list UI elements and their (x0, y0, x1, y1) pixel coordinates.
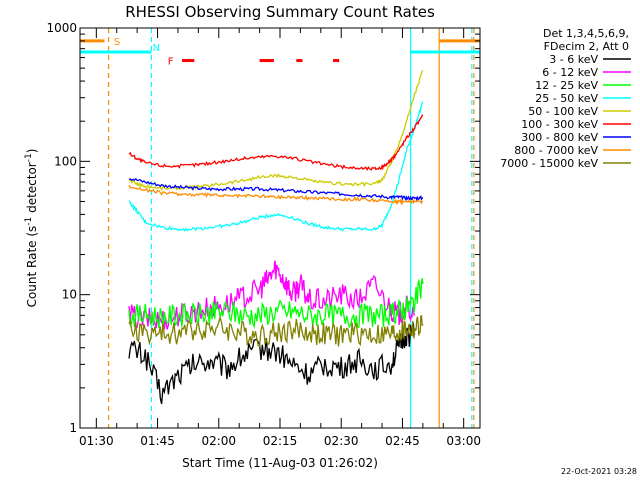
legend-label-1: 3 - 6 keV (549, 53, 598, 66)
axes: 1 10 100 1000 01:30 01:45 02:00 02:15 02:30 02:45… (46, 21, 481, 448)
y-axis-label-mid: detector (25, 162, 39, 217)
chart-title: RHESSI Observing Summary Count Rates (125, 3, 435, 21)
x-tick-label: 02:15 (263, 434, 298, 448)
legend-label-5: 50 - 100 keV (528, 105, 598, 118)
series-line-3 (128, 278, 424, 329)
legend-header-line-2: FDecim 2, Att 0 (544, 40, 629, 53)
y-tick-label: 1000 (46, 21, 77, 35)
series-line-8 (128, 184, 423, 206)
x-tick-label: 02:00 (201, 434, 236, 448)
series-line-1 (128, 322, 416, 405)
y-axis-label: Count Rate (s-1 detector-1) (24, 149, 39, 308)
y-axis-label-sup2: -1 (24, 153, 34, 162)
x-axis-label: Start Time (11-Aug-03 01:26:02) (182, 456, 378, 470)
legend-label-4: 25 - 50 keV (535, 92, 598, 105)
legend-label-8: 800 - 7000 keV (514, 144, 598, 157)
x-tick-label: 01:45 (140, 434, 175, 448)
legend-label-9: 7000 - 15000 keV (500, 157, 598, 170)
y-tick-label: 10 (62, 288, 77, 302)
y-axis-label-main: Count Rate (s (25, 226, 39, 308)
legend-header-line-1: Det 1,3,4,5,6,9, (543, 27, 629, 40)
generation-timestamp: 22-Oct-2021 03:28 (561, 467, 637, 476)
x-tick-label: 02:45 (385, 434, 420, 448)
legend-label-7: 300 - 800 keV (521, 131, 598, 144)
legend-label-6: 100 - 300 keV (521, 118, 598, 131)
y-tick-label: 100 (54, 154, 77, 168)
y-tick-label: 1 (69, 421, 77, 435)
y-axis-label-close: ) (25, 149, 39, 154)
s-annotation-label: S (114, 37, 120, 48)
f-annotation-label: F (168, 57, 174, 68)
series-line-5 (128, 70, 424, 192)
n-annotation-label: N (153, 43, 160, 54)
x-tick-label: 02:30 (324, 434, 359, 448)
x-tick-label: 03:00 (446, 434, 481, 448)
plot-frame (79, 27, 481, 429)
series-line-6 (128, 113, 424, 172)
series-line-9 (128, 315, 424, 348)
legend-label-2: 6 - 12 keV (542, 66, 598, 79)
legend-label-3: 12 - 25 keV (535, 79, 598, 92)
x-tick-label: 01:30 (79, 434, 114, 448)
series-line-4 (128, 101, 424, 232)
time-range-annotations: S NF (80, 28, 480, 428)
y-axis-label-sup: -1 (24, 217, 34, 226)
series-line-7 (128, 177, 424, 202)
series-layer (128, 70, 424, 405)
legend: Det 1,3,4,5,6,9, FDecim 2, Att 0 3 - 6 k… (500, 27, 631, 170)
